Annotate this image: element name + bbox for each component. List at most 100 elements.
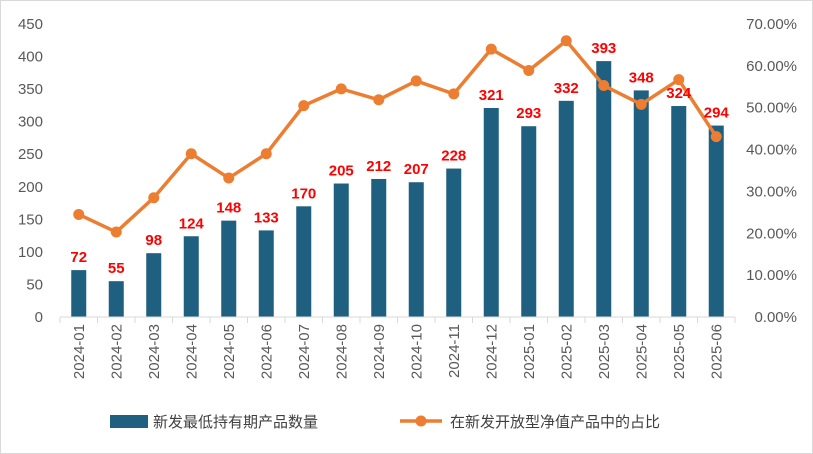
line-point <box>410 75 422 87</box>
right-tick-label: 40.00% <box>746 142 797 159</box>
bar-value-label: 148 <box>216 200 241 217</box>
x-tick-label: 2024-12 <box>483 324 500 379</box>
line-point <box>260 148 272 160</box>
bar <box>258 230 274 317</box>
line-series <box>73 35 722 238</box>
x-tick-label: 2025-02 <box>558 324 575 379</box>
right-y-axis: 0.00% 10.00% 20.00% 30.00% 40.00% 50.00% 60.00… <box>746 16 797 326</box>
x-tick-label: 2024-09 <box>371 324 388 379</box>
x-tick-label: 2025-06 <box>708 324 725 379</box>
left-tick-label: 350 <box>18 81 43 98</box>
bar <box>408 182 424 317</box>
right-tick-label: 20.00% <box>746 225 797 242</box>
legend-line-label: 在新发开放型净值产品中的占比 <box>450 413 660 431</box>
x-axis: 2024-01 2024-02 2024-03 2024-04 2024-05 2024-… <box>59 316 736 379</box>
line-point <box>148 192 160 204</box>
x-tick-label: 2024-04 <box>183 324 200 379</box>
left-tick-label: 450 <box>18 16 43 33</box>
bar <box>296 206 312 317</box>
bar <box>71 270 87 317</box>
left-tick-label: 150 <box>18 211 43 228</box>
bar <box>483 107 499 317</box>
bar-value-label: 133 <box>254 209 279 226</box>
bar <box>446 168 462 317</box>
bar-value-label: 98 <box>145 232 162 249</box>
x-tick-label: 2024-07 <box>296 324 313 379</box>
x-tick-label: 2025-03 <box>596 324 613 379</box>
legend: 新发最低持有期产品数量 在新发开放型净值产品中的占比 <box>110 413 660 431</box>
left-tick-label: 200 <box>18 179 43 196</box>
bar-value-label: 332 <box>554 80 579 97</box>
line-point <box>373 94 385 106</box>
line-point <box>635 98 647 110</box>
bar <box>371 178 387 317</box>
data-labels: 72 55 98 124 148 133 170 205 212 207 228 321 293 332 3… <box>70 40 729 277</box>
bar <box>333 183 349 317</box>
bar-value-label: 170 <box>291 185 316 202</box>
right-tick-label: 30.00% <box>746 183 797 200</box>
bar-value-label: 55 <box>108 260 125 277</box>
left-tick-label: 0 <box>35 309 43 326</box>
bar-series <box>71 61 724 317</box>
bar <box>708 125 724 317</box>
line-point <box>448 88 460 100</box>
x-tick-label: 2024-02 <box>108 324 125 379</box>
left-tick-label: 100 <box>18 244 43 261</box>
bar-value-label: 205 <box>329 163 354 180</box>
bar-value-label: 324 <box>666 85 692 102</box>
line-point <box>710 131 722 143</box>
x-tick-label: 2025-01 <box>521 324 538 379</box>
left-tick-label: 50 <box>26 276 43 293</box>
bar-value-label: 212 <box>366 158 391 175</box>
bar <box>596 61 612 317</box>
x-tick-label: 2024-03 <box>146 324 163 379</box>
bar-value-label: 207 <box>404 161 429 178</box>
bar-value-label: 124 <box>179 215 205 232</box>
line-point <box>110 226 122 238</box>
left-tick-label: 250 <box>18 146 43 163</box>
line-path <box>78 38 718 234</box>
line-point <box>185 148 197 160</box>
right-tick-label: 70.00% <box>746 16 797 33</box>
x-tick-label: 2024-08 <box>333 324 350 379</box>
x-tick-label: 2024-01 <box>71 324 88 379</box>
line-point <box>673 74 685 86</box>
bar <box>108 281 124 317</box>
bar <box>146 253 162 317</box>
x-tick-label: 2025-04 <box>633 324 650 379</box>
line-point <box>560 35 572 47</box>
x-tick-label: 2024-06 <box>258 324 275 379</box>
bar <box>221 220 237 317</box>
right-tick-label: 10.00% <box>746 267 797 284</box>
right-tick-label: 60.00% <box>746 58 797 75</box>
line-point <box>73 208 85 220</box>
left-tick-label: 400 <box>18 49 43 66</box>
bar <box>633 90 649 317</box>
bar-value-label: 72 <box>70 249 87 266</box>
bar-value-label: 228 <box>441 148 466 165</box>
line-point <box>598 80 610 92</box>
left-tick-label: 300 <box>18 114 43 131</box>
x-tick-label: 2025-05 <box>671 324 688 379</box>
line-point <box>523 64 535 76</box>
x-tick-label: 2024-05 <box>221 324 238 379</box>
legend-bar-label: 新发最低持有期产品数量 <box>153 413 318 431</box>
legend-line-marker <box>415 415 427 427</box>
bar-value-label: 393 <box>591 40 616 57</box>
right-tick-label: 0.00% <box>754 309 797 326</box>
bar-value-label: 348 <box>629 69 654 86</box>
legend-bar-swatch <box>110 415 148 428</box>
line-point <box>485 43 497 55</box>
line-point <box>298 100 310 112</box>
x-tick-label: 2024-11 <box>446 324 463 378</box>
line-point <box>223 172 235 184</box>
bar <box>558 100 574 317</box>
right-tick-label: 50.00% <box>746 100 797 117</box>
left-y-axis: 0 50 100 150 200 250 300 350 400 450 <box>18 16 43 326</box>
line-point <box>335 83 347 95</box>
bar-value-label: 293 <box>516 105 541 122</box>
bar <box>521 126 537 317</box>
bar <box>183 236 199 317</box>
x-tick-label: 2024-10 <box>408 324 425 379</box>
